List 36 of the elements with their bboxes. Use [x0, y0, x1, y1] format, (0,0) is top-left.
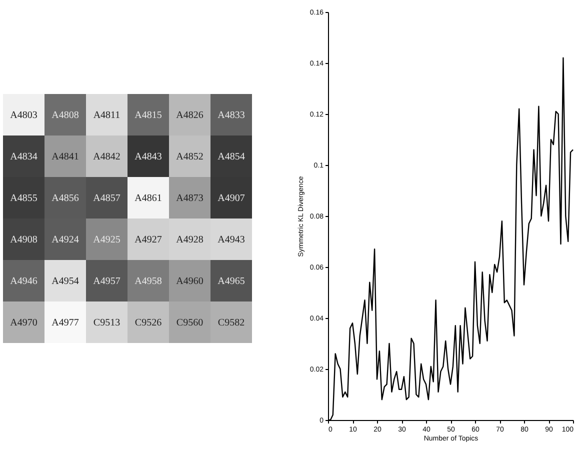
text: A4958 — [134, 276, 162, 287]
text: A4965 — [218, 276, 245, 287]
text: A4808 — [52, 110, 79, 121]
text: A4924 — [52, 234, 79, 246]
text: A4861 — [134, 192, 162, 204]
text: A4946 — [10, 276, 38, 287]
text: A4928 — [176, 234, 204, 246]
text: A4873 — [176, 192, 204, 204]
text: A4927 — [134, 234, 162, 246]
text: A4957 — [93, 276, 120, 287]
text: C9582 — [218, 317, 245, 328]
text: A4954 — [52, 276, 79, 287]
text: A4833 — [218, 110, 245, 121]
text: A4960 — [176, 276, 204, 287]
text: A4815 — [134, 110, 162, 121]
text: A4842 — [93, 151, 120, 162]
text: A4841 — [52, 151, 79, 162]
text: A4843 — [134, 151, 162, 162]
text: C9513 — [93, 317, 120, 328]
text: A4854 — [218, 151, 245, 162]
text: A4925 — [93, 234, 120, 246]
text: A4943 — [218, 234, 245, 246]
text: A4970 — [10, 317, 38, 328]
text: C9526 — [134, 317, 162, 328]
text: A4834 — [10, 151, 38, 162]
text: A4855 — [10, 192, 38, 204]
text: A4811 — [93, 110, 120, 121]
text: A4857 — [93, 192, 120, 204]
text: A4856 — [52, 192, 79, 204]
text: A4803 — [10, 110, 38, 121]
text: A4977 — [52, 317, 79, 328]
text: C9560 — [176, 317, 204, 328]
text: A4908 — [10, 234, 38, 246]
text: A4826 — [176, 110, 204, 121]
text: A4907 — [218, 192, 245, 204]
text: A4852 — [176, 151, 204, 162]
